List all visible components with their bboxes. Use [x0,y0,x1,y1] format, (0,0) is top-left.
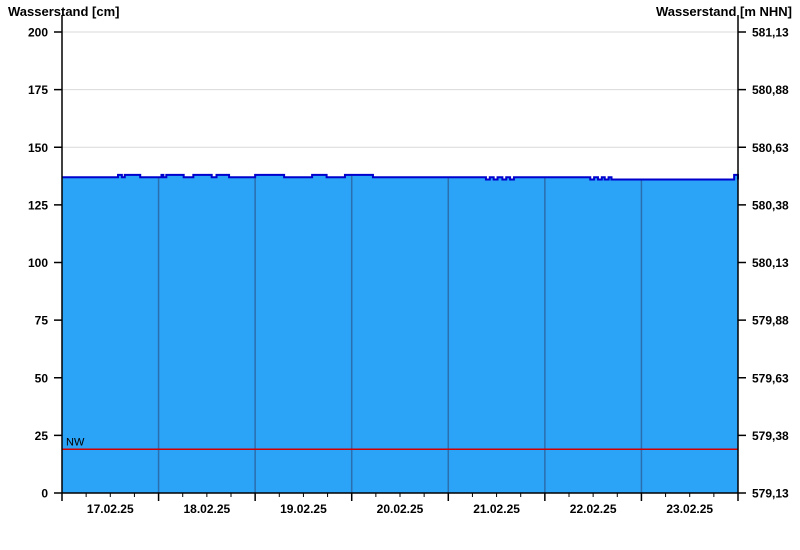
left-tick-label: 150 [28,141,48,155]
left-tick-label: 100 [28,256,48,270]
right-axis-ticks: 579,13 579,38 579,63 579,88 580,13 580,38 580,… [738,26,789,501]
right-tick-label: 579,13 [752,487,789,501]
left-tick-label: 0 [41,487,48,501]
left-tick-label: 175 [28,83,48,97]
left-tick-label: 200 [28,26,48,40]
day-boundary-gridlines [157,174,643,493]
left-tick-label: 125 [28,198,48,212]
left-axis-ticks: 0 25 50 75 100 125 150 175 200 [28,26,62,501]
x-tick-label: 23.02.25 [666,502,713,516]
x-tick-label: 21.02.25 [473,502,520,516]
right-tick-label: 579,38 [752,429,789,443]
right-tick-label: 579,88 [752,314,789,328]
left-tick-label: 50 [35,371,49,385]
nw-reference-label: NW [66,437,85,449]
x-tick-label: 18.02.25 [183,502,230,516]
right-tick-label: 581,13 [752,26,789,40]
right-tick-label: 580,38 [752,198,789,212]
left-tick-label: 75 [35,314,49,328]
x-tick-label: 20.02.25 [377,502,424,516]
water-area-fill [62,174,738,493]
left-axis-title: Wasserstand [cm] [8,4,120,19]
x-axis-ticks: 17.02.25 18.02.25 19.02.25 20.02.25 21.02.25… [61,493,739,516]
x-tick-label: 19.02.25 [280,502,327,516]
x-tick-label: 22.02.25 [570,502,617,516]
right-tick-label: 579,63 [752,371,789,385]
water-level-line [62,173,739,181]
left-tick-label: 25 [35,429,49,443]
right-axis-title: Wasserstand [m NHN] [655,4,792,19]
right-tick-label: 580,13 [752,256,789,270]
right-tick-label: 580,63 [752,141,789,155]
x-tick-label: 17.02.25 [87,502,134,516]
right-tick-label: 580,88 [752,83,789,97]
